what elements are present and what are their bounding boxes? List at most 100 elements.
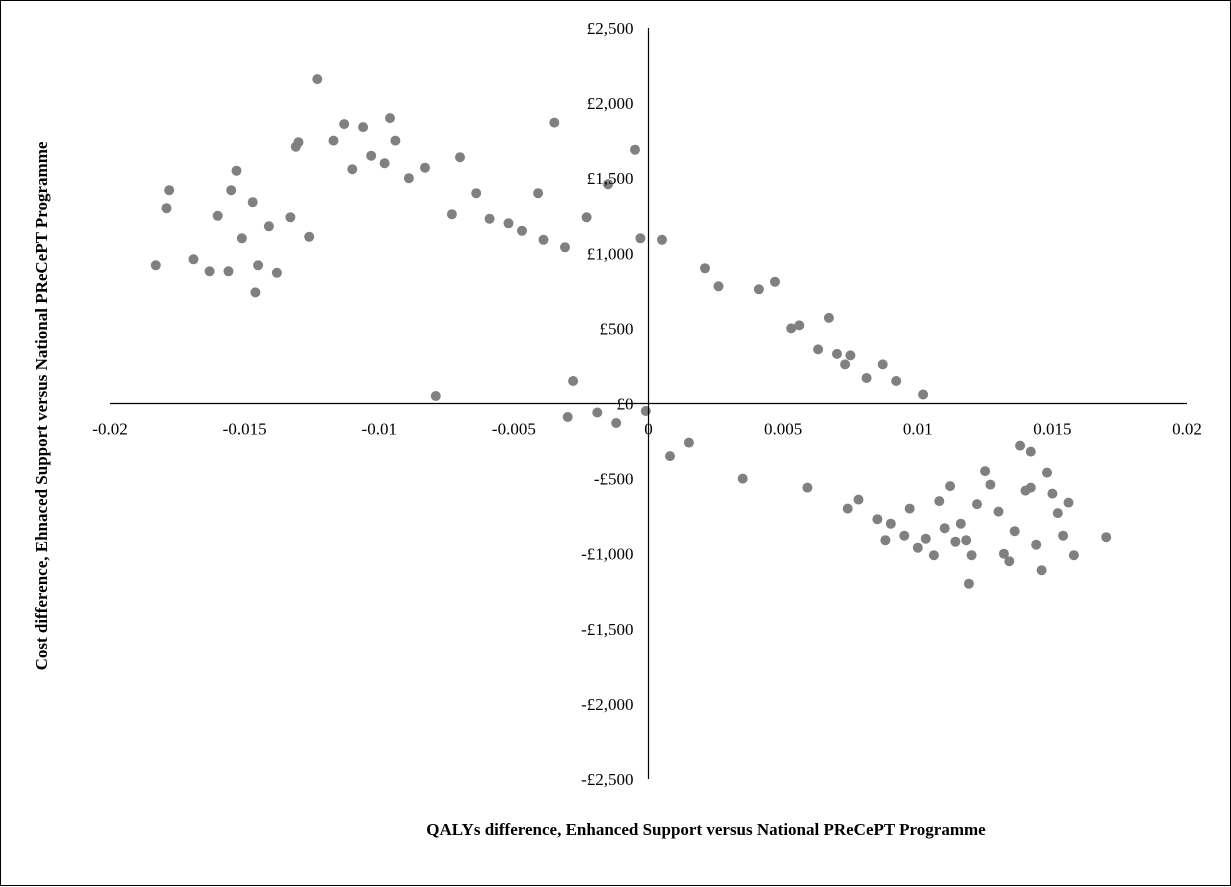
data-point (955, 518, 966, 529)
data-point (236, 233, 247, 244)
x-tick-label: -0.01 (362, 420, 397, 439)
data-point (872, 514, 883, 525)
data-point (700, 263, 710, 274)
y-tick-label: -£1,000 (581, 545, 633, 564)
data-point (263, 221, 274, 232)
data-point (231, 165, 242, 176)
data-point (939, 523, 950, 534)
data-point (533, 188, 544, 199)
data-point (253, 260, 264, 271)
data-point (1052, 508, 1063, 519)
data-point (385, 113, 395, 124)
data-point (568, 376, 579, 386)
data-point (204, 266, 215, 277)
data-point (1058, 530, 1069, 541)
data-point (430, 391, 441, 401)
x-tick-labels: -0.02 -0.015 -0.01 -0.005 0 0.005 0.01 0.015 0.0… (92, 420, 1202, 439)
data-point (161, 203, 172, 214)
data-point (912, 542, 923, 553)
x-tick-label: 0.02 (1172, 420, 1202, 439)
data-point (630, 144, 640, 155)
data-point (188, 254, 199, 265)
y-tick-label: -£1,500 (581, 620, 633, 639)
data-point (683, 437, 694, 448)
x-tick-label: 0 (644, 420, 653, 439)
data-point (1068, 550, 1079, 561)
data-point (366, 150, 377, 161)
y-tick-label: £0 (617, 395, 634, 414)
data-point (980, 466, 991, 477)
data-point (339, 119, 350, 130)
data-point (390, 135, 401, 146)
data-point (1025, 446, 1036, 457)
data-point (813, 344, 824, 355)
x-tick-label: 0.01 (903, 420, 933, 439)
y-tick-label: £1,000 (587, 244, 634, 263)
y-tick-label: -£2,500 (581, 770, 633, 789)
data-point (635, 233, 646, 244)
data-point (560, 242, 570, 253)
data-point (1031, 539, 1042, 550)
data-point (455, 152, 465, 163)
data-point (150, 260, 161, 271)
data-point (657, 234, 667, 245)
data-point (950, 536, 961, 547)
x-axis-title: QALYs difference, Enhanced Support versu… (426, 820, 986, 839)
data-point (420, 162, 430, 173)
data-point (1036, 565, 1047, 576)
data-point (503, 218, 514, 229)
data-point (271, 267, 282, 278)
data-point (885, 518, 896, 529)
data-point (972, 499, 982, 510)
data-point (304, 231, 315, 242)
data-point (223, 266, 234, 277)
data-point (961, 535, 972, 546)
data-point (770, 276, 780, 287)
data-point (823, 312, 834, 323)
data-point (379, 158, 390, 169)
data-point (328, 135, 339, 146)
data-point (549, 117, 560, 128)
data-point (877, 359, 888, 370)
data-points (150, 74, 1112, 589)
data-point (1063, 497, 1074, 508)
axes (110, 28, 1187, 779)
y-tick-label: -£500 (594, 470, 634, 489)
x-tick-label: -0.015 (223, 420, 267, 439)
data-point (985, 479, 996, 490)
data-point (934, 496, 945, 507)
data-point (845, 350, 856, 361)
data-point (963, 578, 974, 589)
data-point (164, 185, 175, 196)
data-point (592, 407, 603, 418)
data-point (880, 535, 891, 546)
data-point (832, 348, 842, 359)
data-point (713, 281, 724, 292)
data-point (1101, 532, 1112, 543)
data-point (794, 320, 805, 331)
data-point (1042, 467, 1052, 478)
data-point (611, 418, 622, 428)
data-point (802, 482, 813, 493)
data-point (1009, 526, 1020, 537)
data-point (998, 548, 1009, 559)
data-point (993, 506, 1004, 517)
data-point (517, 225, 527, 236)
data-point (1025, 482, 1036, 493)
data-point (853, 494, 864, 505)
data-point (247, 197, 258, 208)
data-point (891, 376, 902, 386)
data-point (899, 530, 910, 541)
data-point (945, 481, 956, 492)
data-point (966, 550, 977, 561)
data-point (1047, 488, 1058, 499)
data-point (562, 412, 573, 422)
data-point (603, 179, 614, 190)
y-tick-label: £2,500 (587, 19, 634, 38)
x-tick-label: 0.015 (1033, 420, 1071, 439)
y-tick-labels: £2,500 £2,000 £1,500 £1,000 £500 £0 -£500 -£1,0… (581, 19, 633, 789)
data-point (1004, 556, 1015, 567)
data-point (640, 406, 651, 416)
data-point (250, 287, 261, 298)
